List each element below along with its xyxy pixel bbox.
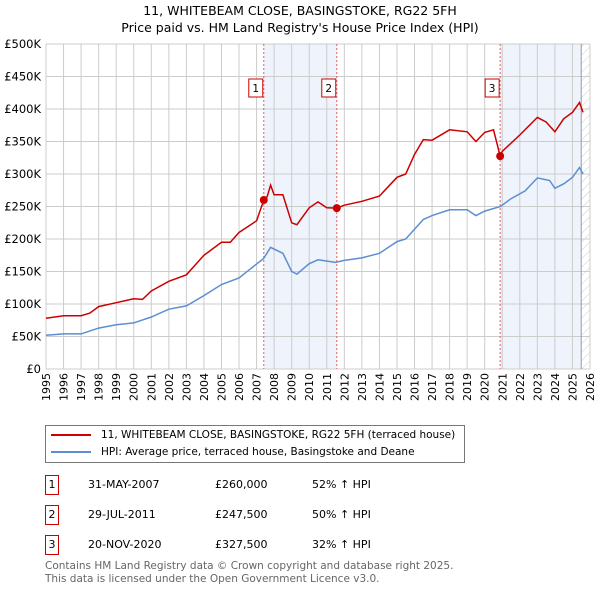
x-tick-label: 1999	[110, 373, 123, 401]
x-tick-label: 2019	[461, 373, 474, 401]
x-tick-label: 2003	[180, 373, 193, 401]
x-tick-label: 2008	[268, 373, 281, 401]
x-tick-label: 2024	[549, 373, 562, 401]
sale-hpi-change: 52% ↑ HPI	[312, 478, 371, 491]
y-tick-label: £100K	[4, 297, 41, 311]
y-tick-label: £300K	[4, 167, 41, 181]
sale-label-number: 2	[325, 83, 332, 95]
legend-item-property: 11, WHITEBEAM CLOSE, BASINGSTOKE, RG22 5…	[51, 429, 455, 441]
x-tick-label: 1997	[75, 373, 88, 401]
x-tick-label: 2007	[251, 373, 264, 401]
y-tick-label: £500K	[4, 37, 41, 51]
legend-label-property: 11, WHITEBEAM CLOSE, BASINGSTOKE, RG22 5…	[101, 429, 456, 441]
x-tick-label: 2023	[531, 373, 544, 401]
series-line	[45, 166, 584, 336]
y-tick-label: £0	[26, 362, 41, 376]
x-tick-label: 2020	[479, 373, 492, 401]
x-tick-label: 2022	[514, 373, 527, 401]
x-tick-label: 2018	[444, 373, 457, 401]
sale-date: 20-NOV-2020	[88, 538, 162, 551]
y-tick-label: £400K	[4, 102, 41, 116]
x-tick-label: 2004	[198, 373, 211, 401]
footer-licence: This data is licensed under the Open Gov…	[45, 573, 380, 585]
sale-number-badge: 3	[45, 535, 59, 555]
footer-copyright: Contains HM Land Registry data © Crown c…	[45, 560, 454, 572]
sale-label-number: 3	[489, 83, 496, 95]
x-tick-label: 2013	[356, 373, 369, 401]
sale-point	[496, 152, 505, 161]
sale-hpi-change: 32% ↑ HPI	[312, 538, 371, 551]
x-tick-label: 2021	[496, 373, 509, 401]
x-tick-label: 2016	[409, 373, 422, 401]
blue-line-swatch	[51, 451, 91, 453]
x-tick-label: 2015	[391, 373, 404, 401]
sale-price: £260,000	[215, 478, 268, 491]
y-tick-label: £50K	[12, 330, 42, 344]
footer: Contains HM Land Registry data © Crown c…	[45, 560, 453, 586]
x-tick-label: 2001	[145, 373, 158, 401]
x-tick-label: 2005	[215, 373, 228, 401]
legend-label-hpi: HPI: Average price, terraced house, Basi…	[101, 446, 415, 458]
sale-label-box	[484, 78, 500, 98]
y-tick-label: £350K	[4, 135, 41, 149]
sale-price: £247,500	[215, 508, 268, 521]
sale-label-number: 1	[252, 83, 259, 95]
y-tick-label: £150K	[4, 265, 41, 279]
red-line-swatch	[51, 434, 91, 436]
sale-label-box	[248, 78, 264, 98]
x-tick-label: 1998	[93, 373, 106, 401]
x-tick-label: 2026	[584, 373, 597, 401]
x-tick-label: 1996	[58, 373, 71, 401]
x-tick-label: 2010	[303, 373, 316, 401]
sale-point	[259, 196, 268, 204]
y-tick-label: £450K	[4, 70, 41, 84]
legend-item-hpi: HPI: Average price, terraced house, Basi…	[51, 446, 415, 458]
x-tick-label: 2009	[286, 373, 299, 401]
legend: 11, WHITEBEAM CLOSE, BASINGSTOKE, RG22 5…	[45, 425, 465, 463]
chart-title: 11, WHITEBEAM CLOSE, BASINGSTOKE, RG22 5…	[143, 3, 457, 18]
x-tick-label: 2017	[426, 373, 439, 401]
sale-label-box	[321, 78, 337, 98]
x-tick-label: 2025	[566, 373, 579, 401]
x-tick-label: 2000	[128, 373, 141, 401]
price-chart: 1995 1996 1997 1998 1999 2000 2001 2002 2003 2004…	[4, 37, 597, 401]
sale-point	[332, 204, 341, 213]
y-tick-label: £200K	[4, 232, 41, 246]
x-tick-label: 2006	[233, 373, 246, 401]
sale-number-badge: 2	[45, 505, 59, 525]
sale-price: £327,500	[215, 538, 268, 551]
x-tick-label: 2002	[163, 373, 176, 401]
sale-date: 29-JUL-2011	[88, 508, 156, 521]
x-tick-label: 2012	[338, 373, 351, 401]
x-tick-label: 1995	[40, 373, 53, 401]
x-tick-label: 2011	[321, 373, 334, 401]
sale-number-badge: 1	[45, 475, 59, 495]
sale-hpi-change: 50% ↑ HPI	[312, 508, 371, 521]
y-tick-label: £250K	[4, 200, 41, 214]
x-tick-label: 2014	[373, 373, 386, 401]
sale-date: 31-MAY-2007	[88, 478, 160, 491]
chart-subtitle: Price paid vs. HM Land Registry's House …	[121, 20, 479, 35]
